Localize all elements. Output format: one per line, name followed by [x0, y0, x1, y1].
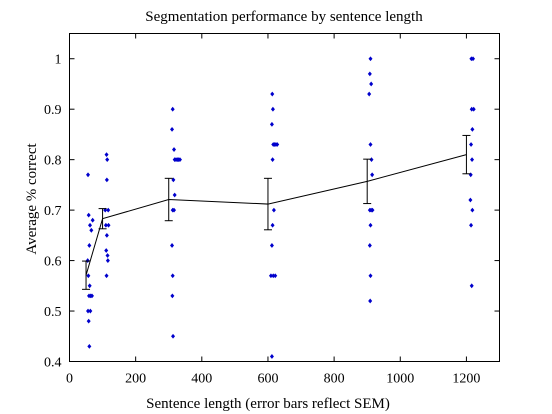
y-tick-label: 0.5 [44, 305, 62, 320]
y-tick-label: 0.7 [44, 204, 62, 219]
data-point [170, 126, 175, 132]
data-point [90, 217, 95, 223]
y-tick-label: 0.8 [44, 154, 62, 169]
data-point [367, 243, 372, 248]
mean-series [82, 134, 471, 290]
data-point [470, 157, 475, 163]
x-tick-label: 200 [125, 372, 146, 387]
x-tick-label: 800 [324, 372, 345, 387]
data-point [369, 81, 374, 87]
data-point [86, 273, 91, 279]
data-point [469, 142, 474, 147]
data-point [469, 222, 474, 228]
data-point [85, 258, 90, 263]
x-tick-label: 0 [66, 372, 73, 387]
x-axis-label: Sentence length (error bars reflect SEM) [146, 396, 390, 412]
data-point [370, 172, 375, 178]
x-tick-label: 400 [191, 372, 212, 387]
data-point [271, 207, 276, 213]
x-tick-label: 600 [257, 372, 278, 387]
data-point [270, 222, 275, 228]
y-axis-label: Average % correct [24, 143, 40, 255]
data-point [273, 273, 278, 279]
data-point [104, 152, 109, 158]
x-tick-label: 1000 [386, 372, 414, 387]
data-point [369, 157, 374, 163]
x-tick-label: 1200 [452, 372, 480, 387]
plot-area [69, 33, 500, 362]
data-point [89, 227, 94, 233]
data-point [270, 91, 275, 97]
data-point [170, 273, 175, 279]
data-point [270, 106, 275, 112]
data-points [85, 56, 476, 359]
data-point [104, 248, 109, 253]
data-point [170, 243, 175, 248]
data-point [170, 106, 175, 112]
data-point [177, 157, 182, 163]
data-point [106, 222, 111, 228]
data-point [270, 157, 275, 163]
data-point [269, 121, 274, 127]
data-point [172, 207, 177, 213]
data-point [86, 318, 91, 324]
data-point [470, 126, 475, 132]
data-point [171, 333, 176, 339]
data-point [468, 197, 473, 203]
data-point [470, 207, 475, 213]
data-point [269, 243, 274, 248]
y-tick-label: 0.9 [44, 103, 62, 118]
mean-line [85, 154, 467, 276]
axis-ticks: 0 200 400 600 800 1000 1200 0.4 0.5 0.6 0.7 0.8 0.9 1 [44, 33, 500, 387]
data-point [170, 293, 175, 299]
data-point [104, 177, 109, 183]
data-point [368, 222, 373, 228]
data-point [105, 253, 110, 258]
data-point [368, 273, 373, 279]
data-point [103, 222, 108, 228]
data-point [86, 172, 91, 178]
chart-title: Segmentation performance by sentence len… [145, 9, 423, 25]
data-point [469, 283, 474, 289]
data-point [88, 222, 93, 228]
data-point [471, 56, 476, 62]
data-point [88, 308, 93, 314]
y-tick-label: 0.6 [44, 255, 62, 270]
data-point [106, 207, 111, 213]
data-point [89, 293, 94, 299]
data-point [87, 343, 92, 349]
data-point [367, 71, 372, 77]
data-point [87, 283, 92, 289]
data-point [368, 142, 373, 147]
data-point [86, 212, 91, 218]
data-point [104, 232, 109, 238]
data-point [268, 273, 273, 279]
data-point [105, 258, 110, 263]
data-point [370, 207, 375, 213]
data-point [172, 147, 177, 152]
y-tick-label: 0.4 [44, 356, 62, 371]
data-point [275, 142, 280, 147]
data-point [368, 56, 373, 62]
data-point [103, 207, 108, 213]
data-point [468, 172, 473, 178]
data-point [368, 298, 373, 304]
y-tick-label: 1 [55, 53, 62, 68]
data-point [87, 243, 92, 248]
data-point [105, 157, 110, 163]
data-point [269, 354, 274, 359]
data-point [367, 91, 372, 97]
data-point [471, 106, 476, 112]
data-point [86, 308, 91, 314]
data-point [104, 273, 109, 279]
data-point [172, 192, 177, 198]
